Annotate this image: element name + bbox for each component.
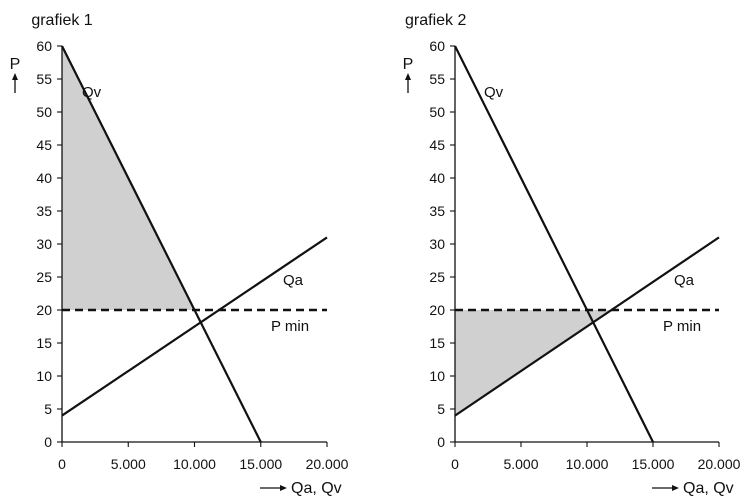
y-tick-label: 55 xyxy=(36,71,52,87)
x-axis-label: Qa, Qv xyxy=(291,480,342,497)
y-tick-label: 35 xyxy=(429,203,445,219)
y-axis-label: P xyxy=(403,56,414,73)
x-tick-label: 10.000 xyxy=(566,456,609,472)
y-tick-label: 50 xyxy=(36,104,52,120)
y-axis-arrow-head xyxy=(12,73,18,80)
label-qa: Qa xyxy=(674,272,695,289)
chart-panel-2: 0 5 10 15 20 25 30 35 40 45 50 55 60 0 5.000 10.000 15.0… xyxy=(403,12,741,497)
y-tick-label: 10 xyxy=(429,368,445,384)
y-tick-label: 60 xyxy=(429,38,445,54)
y-tick-label: 55 xyxy=(429,71,445,87)
y-tick-label: 20 xyxy=(429,302,445,318)
x-axis-arrow-head xyxy=(280,485,287,491)
chart-title: grafiek 1 xyxy=(31,12,92,29)
y-tick-label: 60 xyxy=(36,38,52,54)
supply-line-qa xyxy=(454,236,720,417)
label-qa: Qa xyxy=(283,272,304,289)
x-axis-label: Qa, Qv xyxy=(683,480,734,497)
x-tick-label: 5.000 xyxy=(503,456,538,472)
y-tick-label: 45 xyxy=(36,137,52,153)
y-tick-label: 30 xyxy=(36,236,52,252)
x-tick-label: 15.000 xyxy=(632,456,675,472)
x-tick-label: 15.000 xyxy=(239,456,282,472)
y-tick-label: 25 xyxy=(36,269,52,285)
y-tick-label: 5 xyxy=(44,401,52,417)
y-tick-label: 40 xyxy=(36,170,52,186)
x-tick-label: 0 xyxy=(451,456,459,472)
y-axis-label: P xyxy=(10,56,21,73)
y-tick-label: 35 xyxy=(36,203,52,219)
x-tick-label: 20.000 xyxy=(698,456,741,472)
x-tick-label: 0 xyxy=(58,456,66,472)
demand-line-qv xyxy=(61,45,262,443)
label-qv: Qv xyxy=(82,84,102,101)
y-tick-label: 30 xyxy=(429,236,445,252)
y-tick-label: 20 xyxy=(36,302,52,318)
x-axis-arrow-head xyxy=(672,485,679,491)
x-tick-label: 5.000 xyxy=(111,456,146,472)
label-qv: Qv xyxy=(484,84,504,101)
label-p-min: P min xyxy=(271,318,309,335)
y-tick-label: 15 xyxy=(36,335,52,351)
chart-title: grafiek 2 xyxy=(405,12,466,29)
y-tick-label: 5 xyxy=(437,401,445,417)
chart-panel-1: 0 5 10 15 20 25 30 35 40 45 50 55 60 0 5.000 10.000 15.0… xyxy=(10,12,349,497)
y-tick-label: 25 xyxy=(429,269,445,285)
x-tick-label: 10.000 xyxy=(173,456,216,472)
label-p-min: P min xyxy=(663,318,701,335)
y-tick-label: 50 xyxy=(429,104,445,120)
y-tick-label: 0 xyxy=(44,434,52,450)
y-tick-label: 45 xyxy=(429,137,445,153)
x-tick-label: 20.000 xyxy=(306,456,349,472)
y-tick-label: 10 xyxy=(36,368,52,384)
supply-line-qa xyxy=(61,236,328,417)
y-tick-label: 15 xyxy=(429,335,445,351)
y-axis-arrow-head xyxy=(405,73,411,80)
demand-line-qv xyxy=(454,45,654,443)
y-tick-label: 0 xyxy=(437,434,445,450)
y-tick-label: 40 xyxy=(429,170,445,186)
